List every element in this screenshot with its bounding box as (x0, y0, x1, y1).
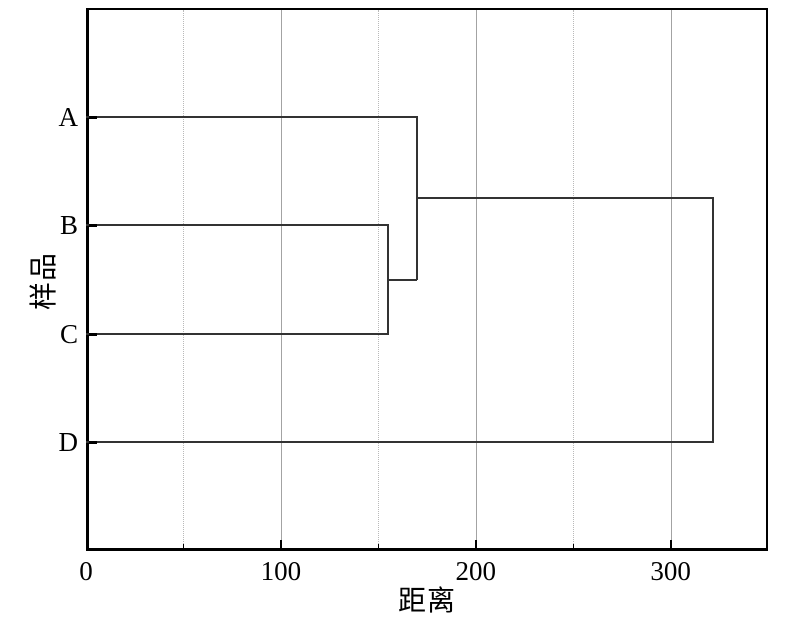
gridline-minor (378, 10, 380, 548)
x-major-tick (474, 540, 477, 548)
y-tick (89, 115, 97, 119)
dendrogram-link-h (417, 197, 714, 200)
plot-frame (86, 8, 768, 551)
x-tick-label: 200 (455, 556, 496, 586)
dendrogram-link-h (86, 224, 389, 227)
x-tick-label: 100 (260, 556, 302, 586)
x-axis-title: 距离 (397, 586, 456, 617)
x-tick-label: 0 (79, 556, 93, 586)
leaf-label-b: B (59, 210, 78, 241)
y-tick (89, 224, 97, 228)
dendrogram-link-h (86, 115, 418, 118)
x-major-tick (279, 540, 282, 548)
leaf-label-c: C (59, 318, 78, 349)
gridline-major (670, 10, 672, 548)
dendrogram-link-h (86, 441, 714, 444)
gridline-major (280, 10, 282, 548)
leaf-label-d: D (58, 427, 79, 458)
x-tick-label: 300 (650, 556, 691, 586)
x-minor-tick (573, 544, 575, 548)
x-major-tick (669, 540, 672, 548)
dendrogram-link-h (388, 278, 418, 281)
leaf-label-a: A (58, 101, 79, 132)
y-tick (89, 441, 97, 445)
gridline-minor (183, 10, 185, 548)
x-minor-tick (378, 544, 380, 548)
x-minor-tick (183, 544, 185, 548)
gridline-minor (573, 10, 575, 548)
y-tick (89, 332, 97, 336)
y-axis-title: 样品 (29, 252, 60, 311)
dendrogram-link-v (712, 197, 715, 444)
dendrogram-link-h (86, 332, 389, 335)
gridline-major (475, 10, 477, 548)
